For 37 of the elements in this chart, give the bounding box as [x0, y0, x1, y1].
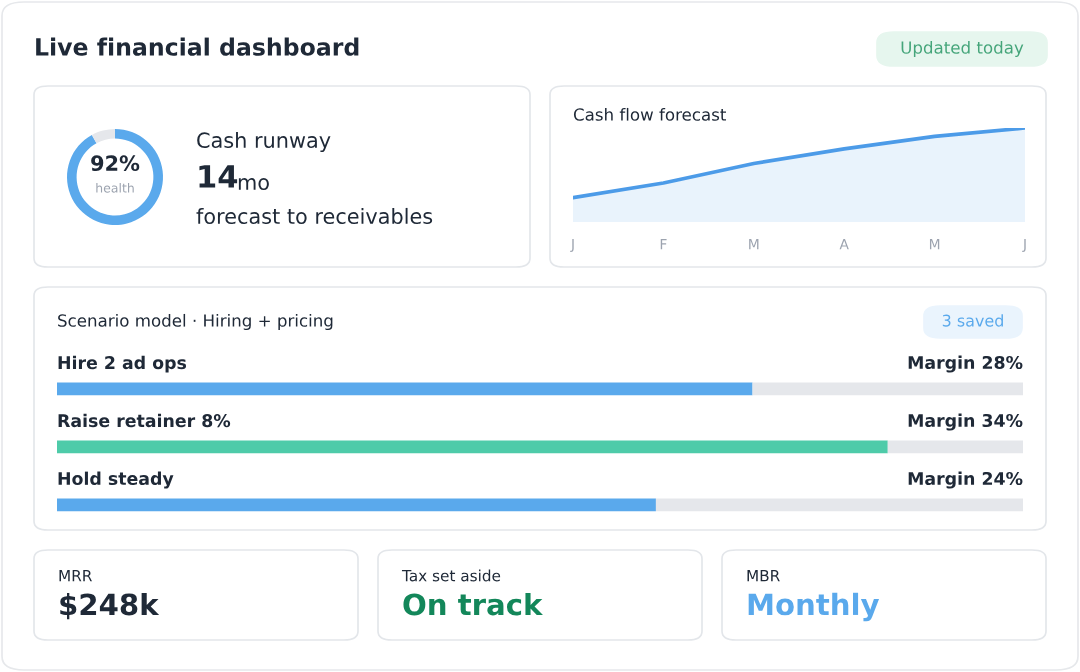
- text: $248k: [60, 592, 160, 620]
- chart-title: Cash flow forecast: [573, 107, 727, 121]
- y-tick-label: Hold steady: [58, 471, 174, 489]
- text: 14: [199, 165, 238, 188]
- text: health: [96, 182, 134, 193]
- bar: [57, 498, 656, 512]
- donut-slice: [67, 129, 163, 225]
- bar: [655, 498, 1023, 512]
- bar: [752, 382, 1023, 396]
- text: Tax set aside: [401, 569, 501, 582]
- bar: [887, 440, 1023, 454]
- text: Monthly: [748, 592, 880, 622]
- text: MBR: [747, 570, 780, 582]
- x-tick-label: J: [570, 239, 574, 252]
- text: Live financial dashboard: [36, 37, 359, 56]
- donut-slice: [91, 129, 115, 144]
- text: forecast to receivables: [196, 207, 433, 225]
- text: MRR: [59, 570, 92, 582]
- bar: [57, 382, 753, 396]
- y-tick-label: Raise retainer 8%: [58, 413, 231, 428]
- text: 3 saved: [942, 314, 1003, 327]
- x-tick-label: A: [839, 239, 849, 250]
- text: 92%: [91, 155, 140, 172]
- annotation: Margin 34%: [908, 413, 1023, 431]
- text: Cash runway: [197, 131, 331, 153]
- annotation: Margin 24%: [908, 471, 1023, 489]
- x-tick-label: J: [1022, 239, 1026, 252]
- y-tick-label: Hire 2 ad ops: [58, 355, 187, 373]
- x-tick-label: M: [749, 239, 759, 250]
- bar: [57, 440, 888, 454]
- text: On track: [403, 592, 543, 616]
- text: mo: [238, 178, 269, 191]
- text: Updated today: [901, 40, 1024, 58]
- chart-title: Scenario model · Hiring + pricing: [58, 313, 333, 331]
- annotation: Margin 28%: [908, 355, 1023, 373]
- x-tick-label: M: [929, 239, 940, 250]
- x-tick-label: F: [660, 239, 667, 250]
